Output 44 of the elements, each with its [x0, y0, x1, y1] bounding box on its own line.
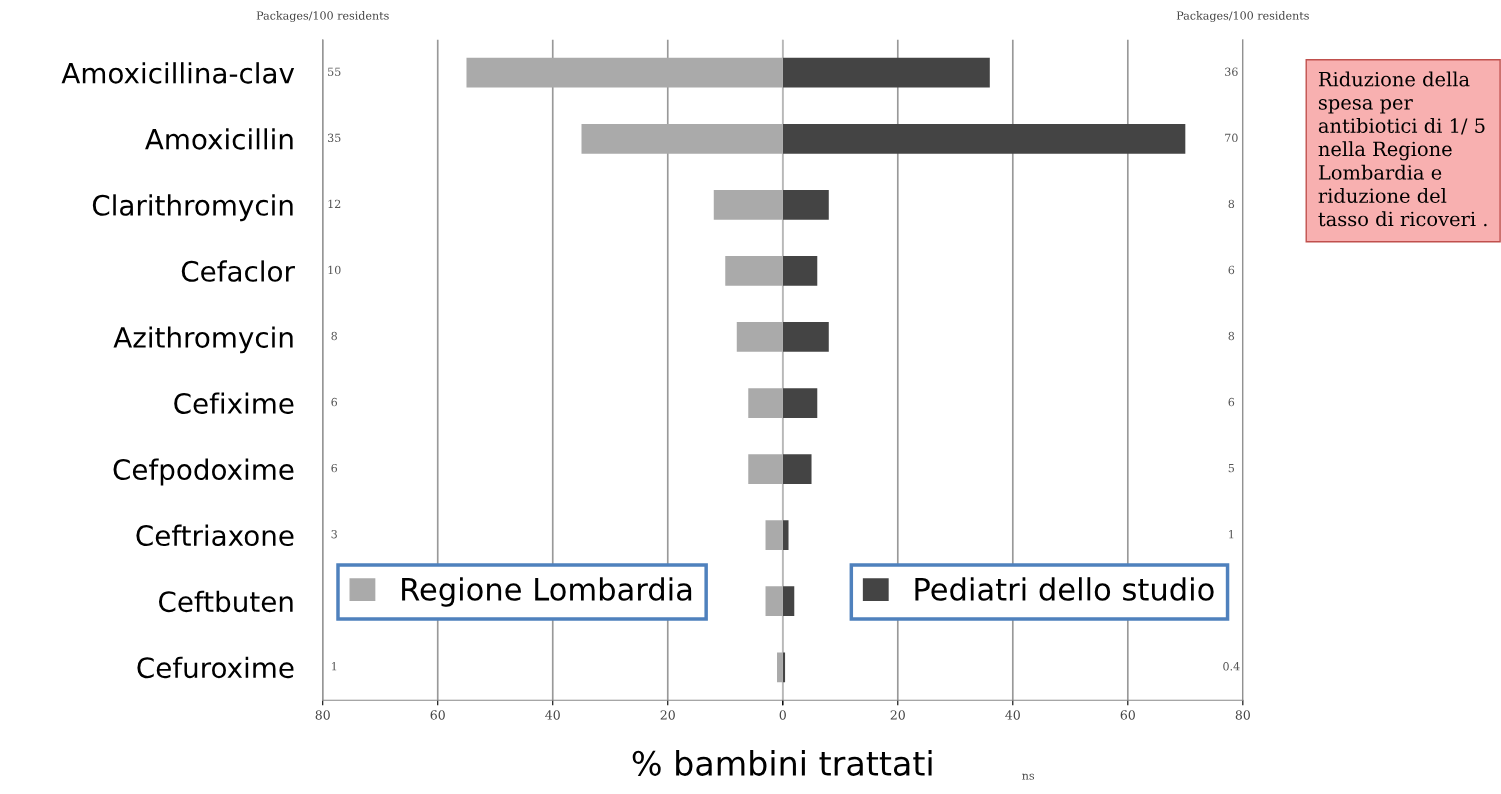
- x-tick-label: 80: [315, 710, 330, 720]
- data-label: 6: [1228, 265, 1235, 275]
- y-tick-label: Amoxicillin: [145, 128, 293, 150]
- x-tick-label: 40: [545, 710, 560, 720]
- y-tick-label: Cefixime: [174, 392, 294, 414]
- data-label: 3: [331, 529, 337, 539]
- data-label: 6: [1228, 397, 1235, 407]
- y-tick-label: Cefuroxime: [137, 656, 294, 679]
- data-label: 6: [331, 397, 338, 407]
- text: Riduzione della spesa per antibiotici di 1/ 5 nella Regione Lombardia e riduzione del tasso di ricoveri .: [1318, 71, 1487, 227]
- x-tick-label: 60: [1120, 710, 1135, 720]
- data-label: 1: [332, 662, 337, 671]
- legend-label: Pediatri dello studio: [915, 577, 1214, 601]
- data-label: 55: [328, 67, 341, 76]
- data-label: 8: [1228, 331, 1235, 341]
- text: Packages/100 residents: [1176, 11, 1309, 23]
- legend-label: Regione Lombardia: [402, 577, 692, 607]
- data-label: 8: [1228, 199, 1235, 209]
- y-tick-label: Ceftriaxone: [136, 524, 294, 547]
- data-label: 36: [1225, 67, 1238, 76]
- x-tick-label: 0: [779, 710, 786, 720]
- y-tick-label: Cefpodoxime: [113, 458, 294, 486]
- data-label: 6: [331, 463, 338, 473]
- y-tick-label: Azithromycin: [113, 326, 293, 354]
- text: ns: [1022, 773, 1035, 780]
- data-label: 8: [331, 331, 337, 341]
- x-axis-title: % bambini trattati: [632, 750, 932, 776]
- data-label: 0.4: [1223, 662, 1240, 671]
- x-tick-label: 20: [660, 710, 675, 720]
- text: Packages/100 residents: [256, 11, 389, 23]
- data-label: 35: [327, 133, 341, 143]
- data-label: 1: [1229, 529, 1234, 539]
- x-tick-label: 60: [430, 710, 445, 720]
- data-label: 10: [328, 265, 341, 275]
- x-tick-label: 20: [890, 710, 905, 720]
- y-tick-label: Cefaclor: [181, 260, 295, 282]
- y-tick-label: Clarithromycin: [92, 194, 293, 222]
- y-tick-label: Amoxicillina-clav: [61, 62, 295, 84]
- data-label: 5: [1228, 464, 1234, 473]
- x-tick-label: 80: [1235, 710, 1250, 720]
- data-label: 70: [1225, 133, 1238, 143]
- y-tick-label: Ceftbuten: [159, 590, 293, 613]
- x-tick-label: 40: [1005, 710, 1020, 720]
- data-label: 12: [328, 199, 341, 208]
